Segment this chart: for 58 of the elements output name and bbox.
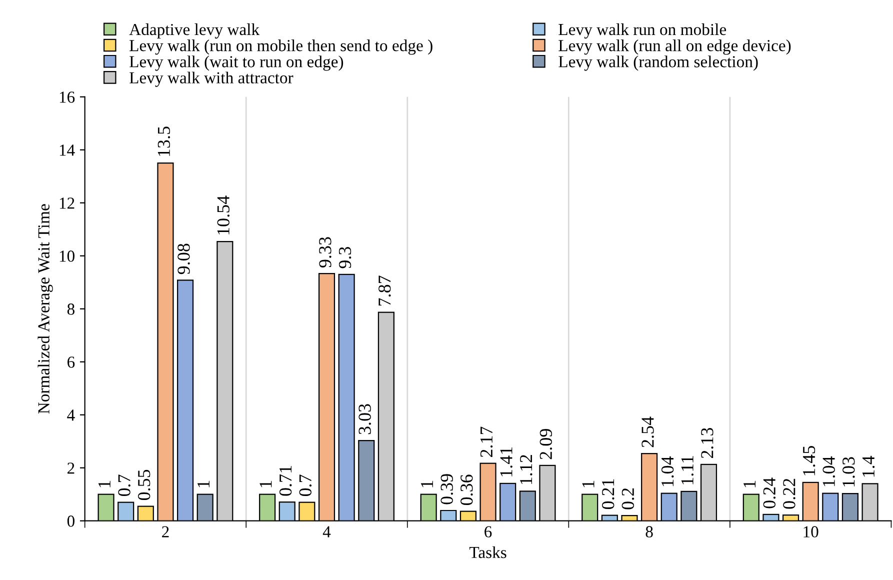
- data-label: 1.04: [661, 456, 674, 486]
- data-label: 0.36: [460, 474, 473, 506]
- data-label: 2.13: [701, 428, 714, 458]
- x-tick-label: 4: [322, 526, 331, 538]
- data-label: 9.33: [319, 237, 332, 268]
- data-label: 1.11: [681, 456, 694, 484]
- data-label: 0.7: [118, 474, 130, 496]
- legend-label: Levy walk (run on mobile then send to edge ): [130, 40, 432, 55]
- data-label: 0.55: [138, 470, 150, 500]
- x-tick-label: 8: [646, 526, 653, 538]
- data-label: 0.22: [783, 478, 796, 509]
- y-tick-label: 10: [60, 250, 74, 262]
- data-label: 2.09: [540, 429, 552, 460]
- data-label: 0.21: [602, 479, 614, 510]
- data-label: 3.03: [358, 404, 371, 434]
- data-label: 1.41: [500, 447, 512, 476]
- y-tick-label: 14: [60, 144, 75, 156]
- data-label: 13.5: [158, 126, 170, 156]
- data-label: 1.45: [803, 446, 816, 476]
- data-label: 9.3: [338, 246, 352, 268]
- data-label: 0.24: [763, 478, 776, 508]
- data-label: 0.7: [299, 474, 312, 496]
- x-tick-label: 2: [162, 526, 169, 538]
- data-label: 0.2: [622, 488, 634, 510]
- legend-label: Adaptive levy walk: [129, 23, 260, 39]
- y-tick-label: 4: [67, 410, 75, 421]
- data-label: 1: [260, 480, 272, 488]
- y-tick-label: 8: [67, 304, 74, 315]
- y-tick-label: 0: [67, 516, 74, 527]
- data-label: 2.54: [642, 416, 654, 448]
- legend-label: Levy walk (run all on edge device): [558, 40, 791, 55]
- data-label: 0.39: [440, 474, 453, 504]
- legend-label: Levy walk (wait to run on edge): [130, 56, 344, 71]
- data-label: 1: [744, 480, 756, 488]
- legend-label: Levy walk (random selection): [558, 56, 758, 71]
- data-label: 10.54: [217, 196, 230, 234]
- y-tick-label: 12: [60, 198, 74, 209]
- legend-label: Levy walk with attractor: [130, 72, 294, 87]
- data-label: 1.4: [862, 456, 875, 477]
- data-label: 1: [98, 480, 110, 488]
- data-label: 1: [198, 480, 210, 488]
- data-label: 1: [421, 480, 433, 488]
- legend-label: Levy walk run on mobile: [558, 23, 726, 39]
- data-label: 1.04: [822, 456, 835, 486]
- y-tick-label: 2: [68, 462, 74, 474]
- y-axis-title: Normalized Average Wait Time: [38, 204, 53, 414]
- data-label: 1: [582, 480, 594, 488]
- x-tick-label: 6: [484, 526, 492, 538]
- data-label: 9.08: [178, 244, 190, 274]
- data-label: 1.12: [520, 455, 532, 484]
- x-axis-title: Tasks: [469, 546, 506, 558]
- data-label: 7.87: [378, 276, 391, 306]
- x-tick-label: 10: [804, 526, 818, 538]
- y-tick-label: 6: [67, 356, 75, 368]
- data-label: 0.71: [279, 466, 292, 496]
- data-label: 1.03: [842, 457, 855, 486]
- data-label: 2.17: [480, 426, 493, 457]
- y-tick-label: 16: [60, 92, 75, 103]
